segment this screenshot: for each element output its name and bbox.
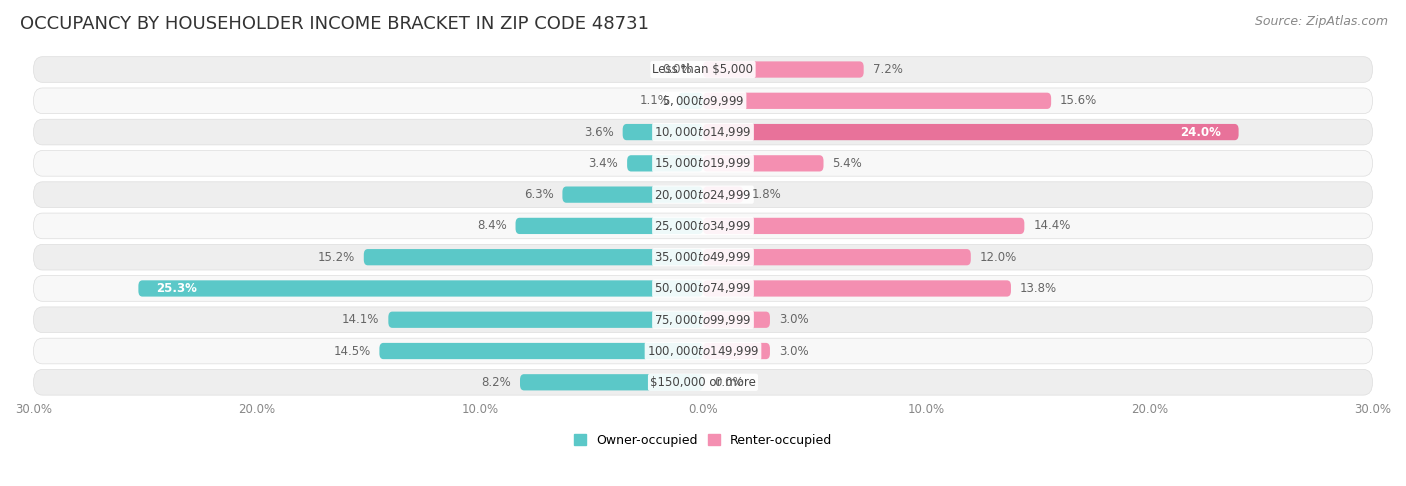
Text: 3.0%: 3.0% xyxy=(779,345,808,358)
FancyBboxPatch shape xyxy=(703,249,970,265)
Text: $35,000 to $49,999: $35,000 to $49,999 xyxy=(654,250,752,264)
Text: $10,000 to $14,999: $10,000 to $14,999 xyxy=(654,125,752,139)
Text: $20,000 to $24,999: $20,000 to $24,999 xyxy=(654,188,752,202)
Text: $15,000 to $19,999: $15,000 to $19,999 xyxy=(654,156,752,171)
FancyBboxPatch shape xyxy=(703,343,770,359)
Text: 8.2%: 8.2% xyxy=(481,376,510,389)
Text: 24.0%: 24.0% xyxy=(1180,125,1220,139)
Text: 14.4%: 14.4% xyxy=(1033,219,1070,232)
FancyBboxPatch shape xyxy=(520,374,703,390)
Text: 7.2%: 7.2% xyxy=(873,63,903,76)
FancyBboxPatch shape xyxy=(138,280,703,296)
FancyBboxPatch shape xyxy=(34,338,1372,364)
FancyBboxPatch shape xyxy=(627,155,703,172)
Text: 1.1%: 1.1% xyxy=(640,94,669,107)
Text: Less than $5,000: Less than $5,000 xyxy=(652,63,754,76)
FancyBboxPatch shape xyxy=(34,182,1372,208)
FancyBboxPatch shape xyxy=(34,151,1372,176)
Text: 0.0%: 0.0% xyxy=(714,376,744,389)
Text: 3.6%: 3.6% xyxy=(583,125,614,139)
FancyBboxPatch shape xyxy=(703,61,863,78)
FancyBboxPatch shape xyxy=(34,88,1372,114)
Text: $50,000 to $74,999: $50,000 to $74,999 xyxy=(654,281,752,295)
Legend: Owner-occupied, Renter-occupied: Owner-occupied, Renter-occupied xyxy=(574,434,832,447)
Text: $75,000 to $99,999: $75,000 to $99,999 xyxy=(654,312,752,327)
FancyBboxPatch shape xyxy=(34,307,1372,332)
Text: $150,000 or more: $150,000 or more xyxy=(650,376,756,389)
FancyBboxPatch shape xyxy=(703,280,1011,296)
FancyBboxPatch shape xyxy=(703,218,1025,234)
Text: 1.8%: 1.8% xyxy=(752,188,782,201)
FancyBboxPatch shape xyxy=(703,187,744,203)
Text: $25,000 to $34,999: $25,000 to $34,999 xyxy=(654,219,752,233)
Text: $5,000 to $9,999: $5,000 to $9,999 xyxy=(662,94,744,108)
Text: 8.4%: 8.4% xyxy=(477,219,506,232)
FancyBboxPatch shape xyxy=(34,369,1372,395)
Text: 25.3%: 25.3% xyxy=(156,282,197,295)
FancyBboxPatch shape xyxy=(623,124,703,140)
FancyBboxPatch shape xyxy=(703,93,1052,109)
Text: $100,000 to $149,999: $100,000 to $149,999 xyxy=(647,344,759,358)
FancyBboxPatch shape xyxy=(703,155,824,172)
FancyBboxPatch shape xyxy=(562,187,703,203)
Text: 14.1%: 14.1% xyxy=(342,313,380,326)
Text: 3.4%: 3.4% xyxy=(589,157,619,170)
FancyBboxPatch shape xyxy=(34,213,1372,239)
Text: 12.0%: 12.0% xyxy=(980,251,1017,264)
Text: 14.5%: 14.5% xyxy=(333,345,371,358)
Text: 3.0%: 3.0% xyxy=(779,313,808,326)
FancyBboxPatch shape xyxy=(34,244,1372,270)
Text: 5.4%: 5.4% xyxy=(832,157,862,170)
Text: Source: ZipAtlas.com: Source: ZipAtlas.com xyxy=(1254,15,1388,28)
FancyBboxPatch shape xyxy=(34,119,1372,145)
Text: 13.8%: 13.8% xyxy=(1019,282,1057,295)
FancyBboxPatch shape xyxy=(703,124,1239,140)
Text: 6.3%: 6.3% xyxy=(523,188,554,201)
FancyBboxPatch shape xyxy=(388,312,703,328)
FancyBboxPatch shape xyxy=(34,276,1372,301)
Text: 15.2%: 15.2% xyxy=(318,251,354,264)
FancyBboxPatch shape xyxy=(364,249,703,265)
FancyBboxPatch shape xyxy=(679,93,703,109)
FancyBboxPatch shape xyxy=(703,312,770,328)
Text: 0.0%: 0.0% xyxy=(662,63,692,76)
FancyBboxPatch shape xyxy=(34,57,1372,82)
FancyBboxPatch shape xyxy=(516,218,703,234)
FancyBboxPatch shape xyxy=(380,343,703,359)
Text: 15.6%: 15.6% xyxy=(1060,94,1097,107)
Text: OCCUPANCY BY HOUSEHOLDER INCOME BRACKET IN ZIP CODE 48731: OCCUPANCY BY HOUSEHOLDER INCOME BRACKET … xyxy=(20,15,648,33)
